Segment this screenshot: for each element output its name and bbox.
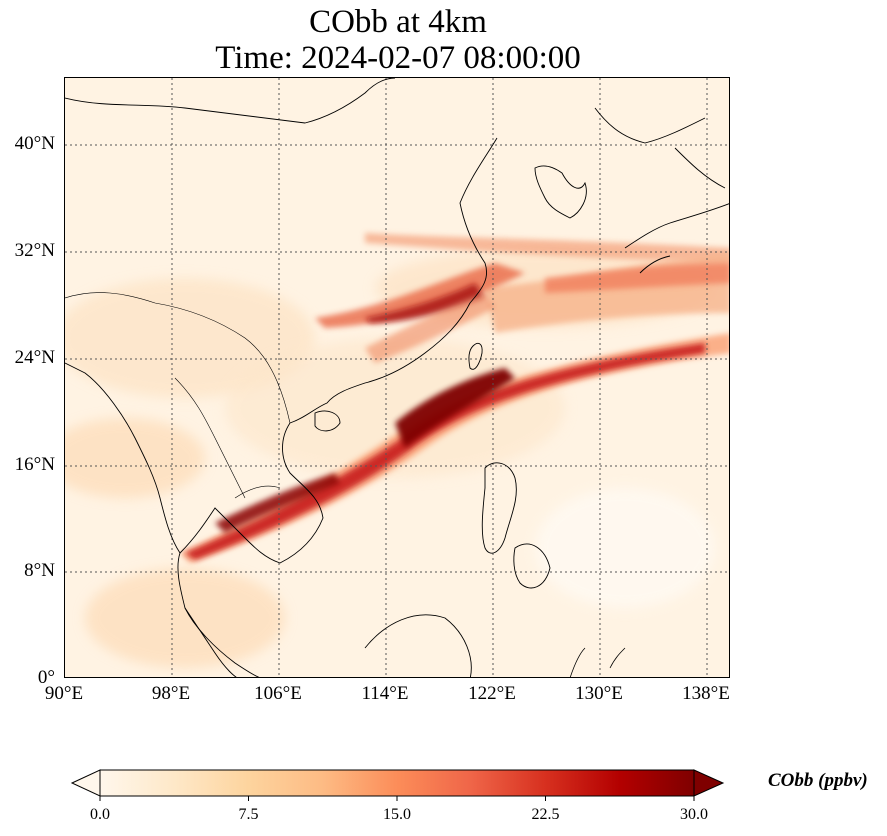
lat-label-16N: 16°N xyxy=(14,454,55,475)
lon-label-138E: 138°E xyxy=(682,683,730,704)
colorbar-tick-0: 0.0 xyxy=(90,806,110,823)
colorbar-tick-15: 15.0 xyxy=(383,806,411,823)
colorbar-label: CObb (ppbv) xyxy=(768,770,868,791)
map-svg xyxy=(65,78,729,677)
lon-label-130E: 130°E xyxy=(575,683,623,704)
lon-label-122E: 122°E xyxy=(468,683,516,704)
colorbar xyxy=(70,769,725,801)
lon-label-114E: 114°E xyxy=(361,683,409,704)
lat-label-32N: 32°N xyxy=(14,240,55,261)
gridlines xyxy=(65,78,729,677)
map-panel[interactable] xyxy=(64,77,730,678)
colorbar-extend-high xyxy=(693,769,725,797)
colorbar-gradient xyxy=(99,769,695,797)
colorbar-extend-low xyxy=(70,769,101,797)
lon-label-90E: 90°E xyxy=(44,683,84,704)
lon-label-106E: 106°E xyxy=(254,683,302,704)
colorbar-tick-30: 30.0 xyxy=(680,806,708,823)
lat-label-0: 0° xyxy=(37,667,55,688)
lat-label-40N: 40°N xyxy=(14,133,55,154)
colorbar-tick-7-5: 7.5 xyxy=(238,806,259,823)
map-subtitle-time: Time: 2024-02-07 08:00:00 xyxy=(215,40,581,76)
lon-label-98E: 98°E xyxy=(151,683,191,704)
lat-label-24N: 24°N xyxy=(14,347,55,368)
coastlines xyxy=(65,78,729,677)
concentration-field xyxy=(65,78,729,677)
lat-label-8N: 8°N xyxy=(24,560,55,581)
map-title: CObb at 4km xyxy=(309,4,487,40)
colorbar-tick-22-5: 22.5 xyxy=(531,806,560,823)
